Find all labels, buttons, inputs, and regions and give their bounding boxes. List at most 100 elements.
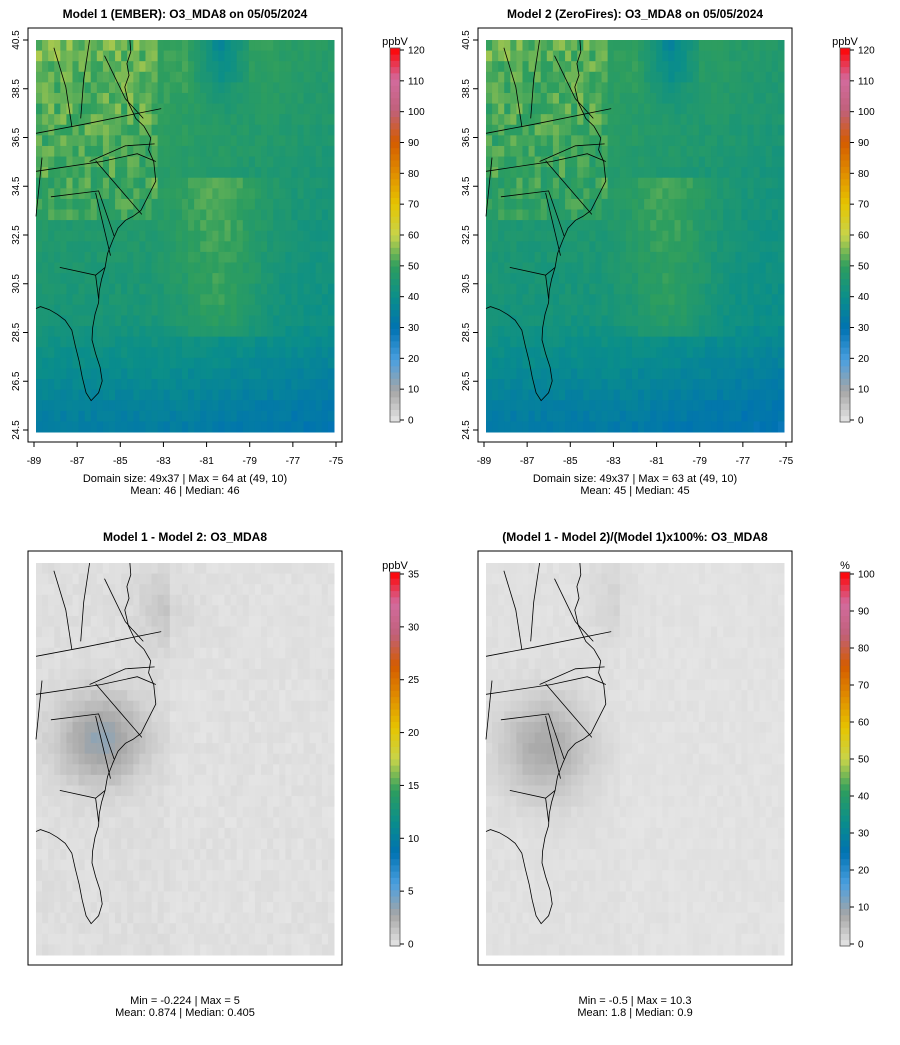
heatmap-cell xyxy=(181,637,189,649)
heatmap-cell xyxy=(589,135,596,147)
colorbar-swatch xyxy=(840,185,850,192)
heatmap-cell xyxy=(261,304,268,316)
heatmap-cell xyxy=(60,615,67,628)
heatmap-cell xyxy=(145,690,153,702)
heatmap-cell xyxy=(254,700,262,712)
heatmap-cell xyxy=(212,605,219,617)
heatmap-cell xyxy=(741,347,749,359)
heatmap-cell xyxy=(230,82,238,94)
heatmap-cell xyxy=(133,368,140,380)
heatmap-cell xyxy=(540,262,548,274)
heatmap-cell xyxy=(230,700,238,712)
heatmap-cell xyxy=(698,379,706,391)
x-tick-label: -85 xyxy=(113,456,128,467)
heatmap-cell xyxy=(662,304,669,316)
heatmap-cell xyxy=(60,764,67,776)
heatmap-cell xyxy=(735,410,742,422)
heatmap-cell xyxy=(297,679,305,691)
heatmap-cell xyxy=(546,410,554,422)
heatmap-cell xyxy=(90,82,98,94)
heatmap-cell xyxy=(656,241,663,253)
heatmap-cell xyxy=(279,774,286,786)
heatmap-cell xyxy=(656,400,663,412)
heatmap-cell xyxy=(279,668,286,681)
heatmap-cell xyxy=(139,658,146,670)
heatmap-cell xyxy=(273,114,280,126)
heatmap-cell xyxy=(230,71,238,83)
heatmap-cell xyxy=(662,262,669,274)
heatmap-cell xyxy=(668,241,676,253)
heatmap-cell xyxy=(528,145,536,158)
heatmap-cell xyxy=(206,605,213,617)
heatmap-cell xyxy=(510,167,517,179)
heatmap-cell xyxy=(273,304,280,316)
heatmap-cell xyxy=(565,304,572,316)
heatmap-cell xyxy=(66,61,73,73)
heatmap-cell xyxy=(510,40,517,52)
heatmap-cell xyxy=(145,563,153,575)
heatmap-cell xyxy=(631,421,639,433)
heatmap-cell xyxy=(498,177,505,189)
heatmap-cell xyxy=(546,283,554,295)
heatmap-cell xyxy=(668,421,676,433)
heatmap-cell xyxy=(583,71,590,83)
heatmap-cell xyxy=(741,251,749,263)
colorbar-tick-label: 20 xyxy=(408,354,420,365)
heatmap-cell xyxy=(498,198,505,211)
heatmap-cell xyxy=(571,230,578,242)
colorbar-swatch xyxy=(840,135,850,142)
heatmap-cell xyxy=(108,410,116,422)
heatmap-cell xyxy=(248,198,256,211)
heatmap-cell xyxy=(206,563,213,575)
colorbar-unit-label: ppbV xyxy=(832,36,858,48)
heatmap-cell xyxy=(236,283,244,295)
heatmap-cell xyxy=(613,135,621,147)
heatmap-cell xyxy=(577,421,584,433)
heatmap-cell xyxy=(254,605,262,617)
y-tick-label: 24.5 xyxy=(11,420,22,440)
heatmap-cell xyxy=(522,283,530,295)
heatmap-cell xyxy=(175,711,183,723)
heatmap-cell xyxy=(194,389,201,401)
heatmap-cell xyxy=(78,71,86,83)
heatmap-cell xyxy=(90,283,98,295)
heatmap-cell xyxy=(638,251,645,263)
heatmap-cell xyxy=(279,743,286,755)
heatmap-cell xyxy=(236,679,244,691)
heatmap-cell xyxy=(613,40,621,52)
heatmap-cell xyxy=(741,198,749,211)
colorbar-swatch xyxy=(390,328,400,336)
heatmap-cell xyxy=(303,690,311,702)
heatmap-cell xyxy=(279,336,286,348)
heatmap-cell xyxy=(729,421,736,433)
heatmap-cell xyxy=(102,294,110,306)
heatmap-cell xyxy=(753,220,761,232)
heatmap-cell xyxy=(303,71,311,83)
heatmap-cell xyxy=(181,188,189,200)
heatmap-cell xyxy=(36,135,43,147)
heatmap-cell xyxy=(741,167,749,179)
heatmap-cell xyxy=(747,389,755,401)
colorbar-swatch xyxy=(840,378,850,385)
heatmap-cell xyxy=(48,251,55,263)
heatmap-cell xyxy=(291,156,299,168)
heatmap-cell xyxy=(309,658,317,670)
heatmap-cell xyxy=(78,743,86,755)
heatmap-cell xyxy=(200,785,207,797)
heatmap-cell xyxy=(194,167,201,179)
heatmap-cell xyxy=(291,92,299,105)
heatmap-cell xyxy=(133,421,140,433)
heatmap-cell xyxy=(595,220,603,232)
heatmap-cell xyxy=(528,283,536,295)
heatmap-cell xyxy=(267,605,274,617)
heatmap-cell xyxy=(139,732,146,744)
heatmap-cell xyxy=(771,368,779,380)
heatmap-cell xyxy=(169,573,177,585)
heatmap-cell xyxy=(607,230,615,242)
heatmap-cell xyxy=(236,626,244,638)
heatmap-cell xyxy=(698,262,706,274)
heatmap-cell xyxy=(613,389,621,401)
heatmap-cell xyxy=(84,82,92,94)
heatmap-cell xyxy=(558,421,566,433)
heatmap-cell xyxy=(84,156,92,168)
